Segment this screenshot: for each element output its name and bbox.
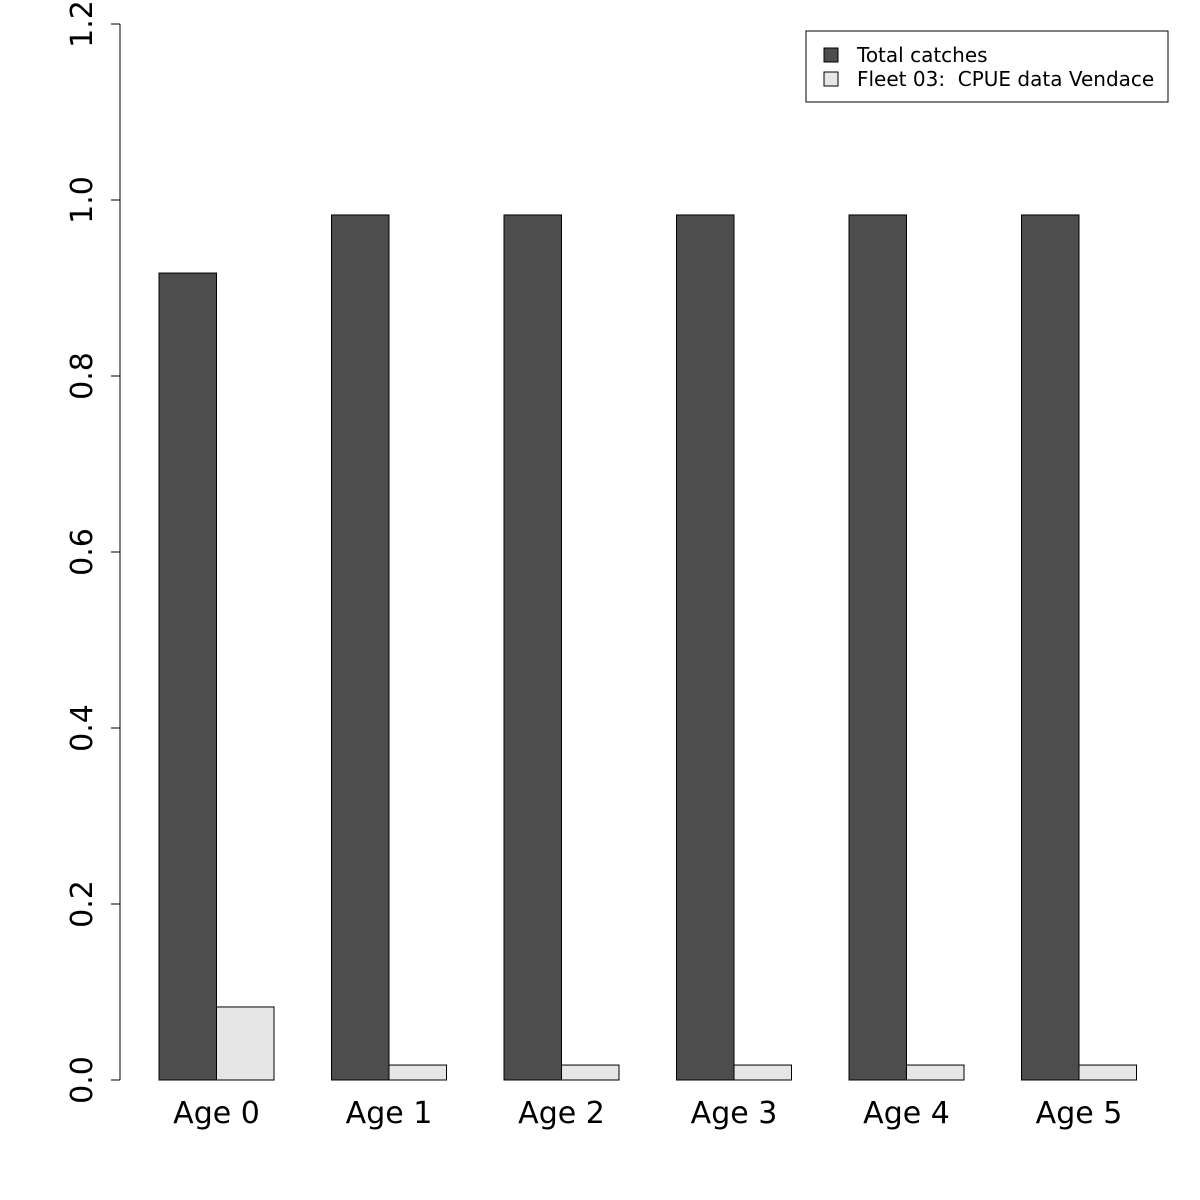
bar-total-catches-3 — [676, 214, 735, 1081]
legend-swatch — [823, 47, 839, 63]
x-category-label: Age 1 — [346, 1096, 433, 1131]
x-category-label: Age 4 — [863, 1096, 950, 1131]
y-tick-label: 0.0 — [65, 1056, 100, 1104]
bar-fleet-03-2 — [561, 1064, 620, 1081]
y-tick-label: 0.4 — [65, 704, 100, 752]
y-tick-label: 1.0 — [65, 176, 100, 224]
y-tick-label: 1.2 — [65, 0, 100, 48]
bar-fleet-03-5 — [1078, 1064, 1137, 1081]
bar-total-catches-5 — [1021, 214, 1080, 1081]
legend-label: Total catches — [856, 43, 988, 67]
bar-fleet-03-0 — [216, 1006, 275, 1081]
legend-label: Fleet 03: CPUE data Vendace — [857, 67, 1154, 91]
legend-swatch — [823, 71, 839, 87]
bar-fleet-03-1 — [388, 1064, 447, 1081]
y-axis: 0.0 0.2 0.4 0.6 0.8 1.0 1.2 — [65, 0, 121, 1104]
legend-box — [805, 30, 1169, 103]
x-category-label: Age 5 — [1036, 1096, 1123, 1131]
x-category-label: Age 2 — [518, 1096, 605, 1131]
x-category-label: Age 3 — [691, 1096, 778, 1131]
x-category-label: Age 0 — [173, 1096, 260, 1131]
y-tick-label: 0.2 — [65, 880, 100, 928]
bars — [158, 214, 1137, 1081]
bar-total-catches-4 — [848, 214, 907, 1081]
bar-total-catches-2 — [503, 214, 562, 1081]
bar-total-catches-1 — [331, 214, 390, 1081]
x-axis-labels: Age 0 Age 1 Age 2 Age 3 Age 4 Age 5 — [173, 1096, 1122, 1131]
y-tick-label: 0.6 — [65, 528, 100, 576]
bar-fleet-03-4 — [906, 1064, 965, 1081]
bar-fleet-03-3 — [733, 1064, 792, 1081]
y-tick-label: 0.8 — [65, 352, 100, 400]
bar-total-catches-0 — [158, 272, 217, 1081]
